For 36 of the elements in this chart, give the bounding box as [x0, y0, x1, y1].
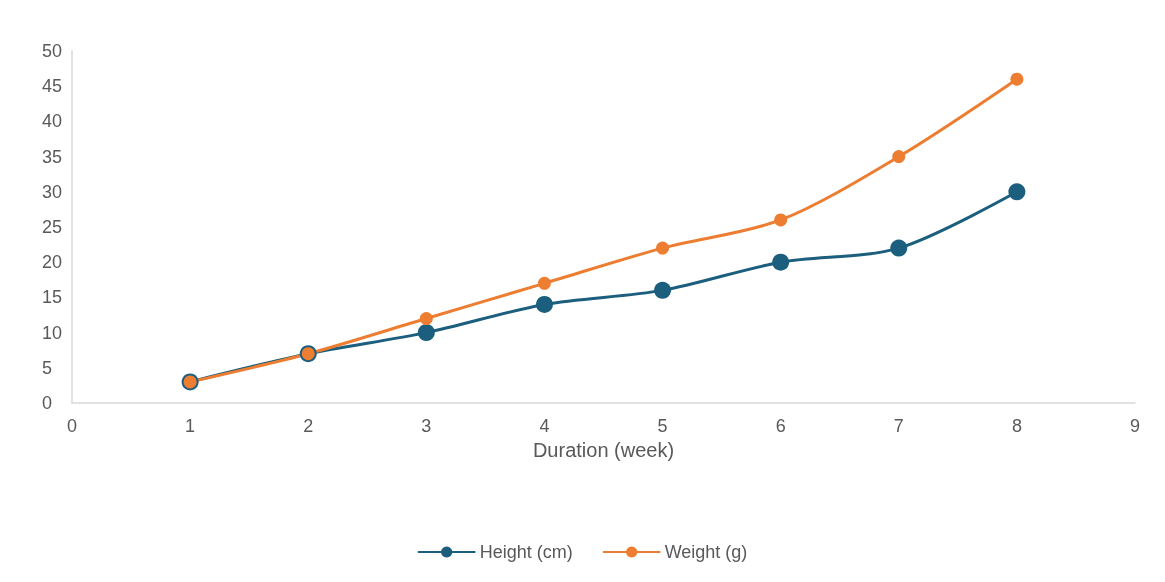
point: [892, 150, 906, 164]
y-tick-label: 0: [42, 393, 53, 413]
point: [417, 324, 435, 342]
y-tick-label: 15: [42, 287, 63, 308]
x-tick-label: 5: [657, 416, 668, 436]
x-tick-label: 0: [66, 416, 78, 436]
point: [537, 276, 551, 290]
y-tick-label: 30: [42, 181, 63, 202]
point: [890, 239, 908, 257]
x-tick-label: 4: [539, 416, 550, 436]
x-tick-label: 9: [1129, 416, 1141, 436]
point: [772, 253, 790, 271]
x-tick-label: 3: [421, 416, 432, 436]
y-tick-label: 25: [42, 217, 63, 237]
point: [774, 213, 788, 227]
y-tick-label: 10: [42, 322, 63, 343]
point: [656, 241, 670, 255]
legend-label: Weight (g): [664, 542, 748, 562]
x-tick-label: 2: [303, 416, 314, 436]
point: [1008, 183, 1026, 201]
y-tick-label: 5: [42, 357, 53, 378]
x-axis-title: Duration (week): [532, 438, 675, 461]
x-tick-label: 6: [775, 416, 786, 436]
x-tick-label: 8: [1011, 416, 1022, 436]
point: [654, 281, 672, 299]
y-tick-label: 50: [42, 41, 63, 61]
y-tick-label: 40: [42, 111, 63, 132]
y-tick-label: 35: [42, 146, 63, 167]
point: [535, 295, 553, 313]
y-tick-label: 45: [42, 76, 63, 97]
y-tick-label: 20: [42, 252, 63, 273]
x-tick-label: 1: [185, 416, 196, 436]
x-tick-label: 7: [893, 416, 904, 436]
point: [1010, 72, 1024, 86]
point: [419, 312, 433, 326]
legend-label: Height (cm): [479, 542, 573, 562]
